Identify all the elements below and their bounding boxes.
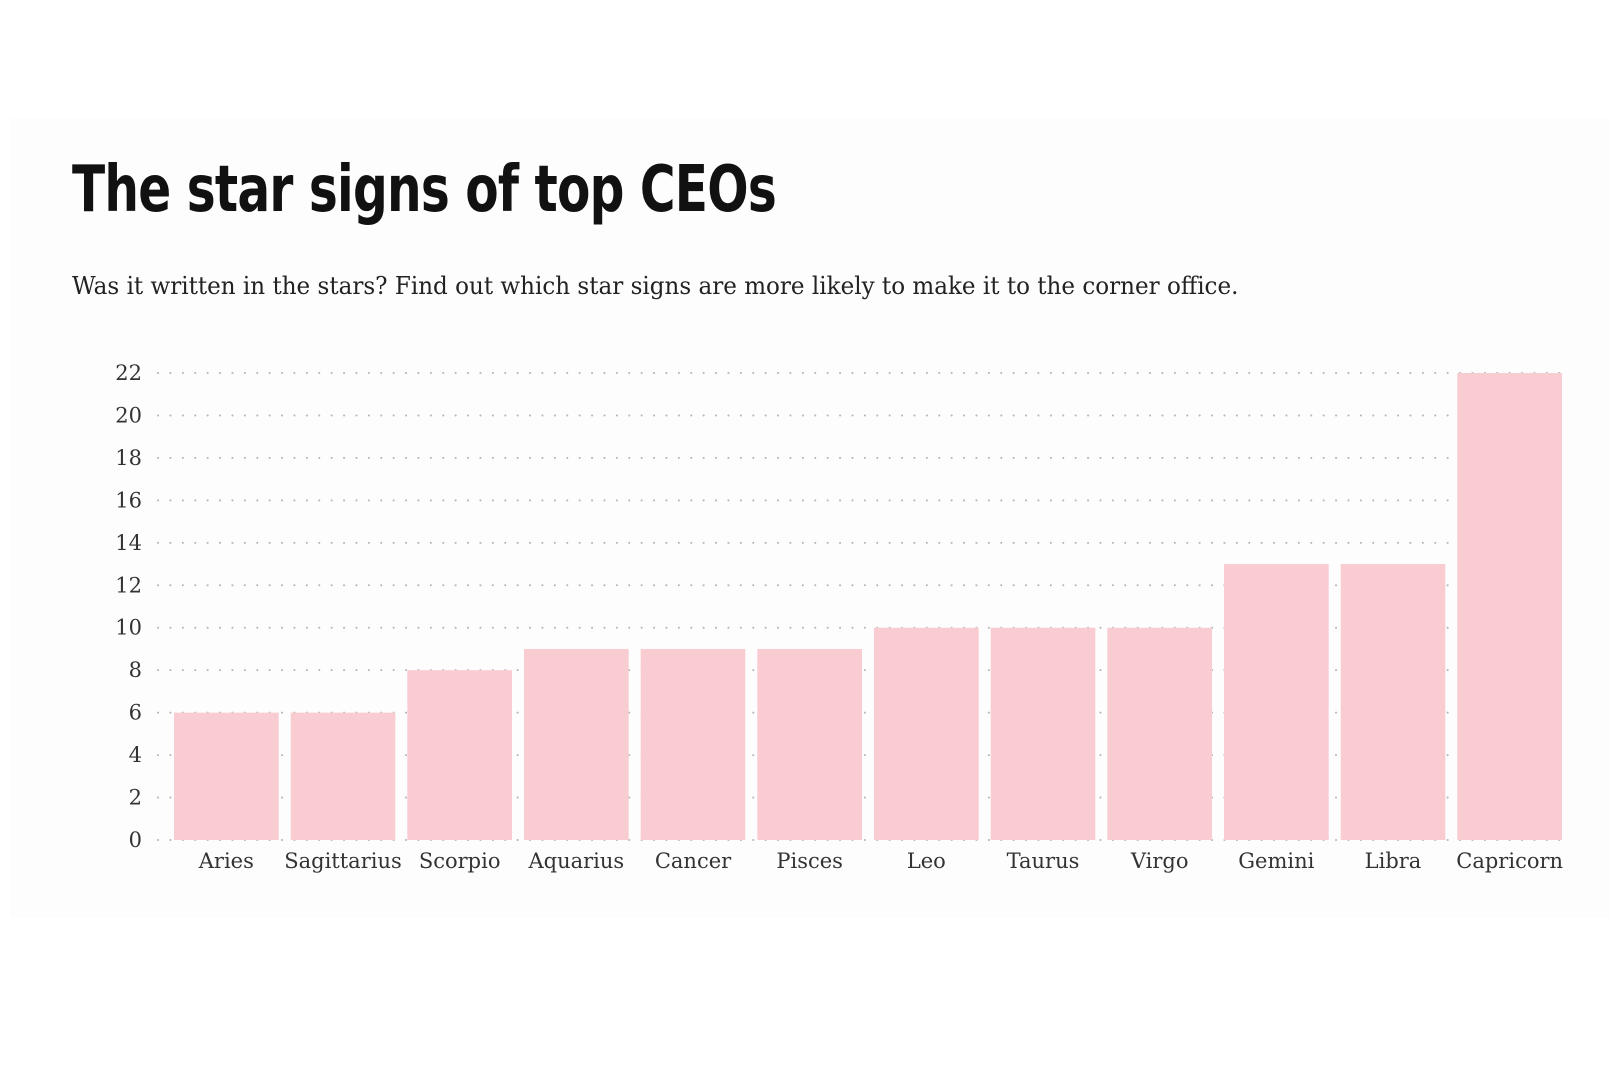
bar-libra — [1340, 564, 1446, 840]
bar-aquarius — [524, 648, 629, 840]
bar-scorpio — [407, 670, 512, 840]
x-tick-label-virgo: Virgo — [1130, 849, 1189, 873]
x-tick-label-leo: Leo — [907, 849, 946, 873]
bar-cancer — [640, 648, 746, 840]
x-tick-label-libra: Libra — [1365, 849, 1422, 873]
y-tick-label-16: 16 — [115, 488, 142, 512]
bar-gemini — [1224, 564, 1329, 840]
bar-capricorn — [1457, 373, 1562, 840]
x-tick-label-aries: Aries — [198, 849, 254, 873]
y-tick-label-20: 20 — [115, 403, 142, 427]
bar-taurus — [990, 627, 1096, 840]
x-tick-label-gemini: Gemini — [1238, 849, 1314, 873]
y-tick-label-6: 6 — [129, 701, 142, 725]
y-tick-label-22: 22 — [115, 361, 142, 385]
bar-pisces — [757, 648, 862, 840]
y-axis-ticks: 0 2 4 6 8 10 12 14 16 18 20 22 — [115, 361, 142, 852]
x-tick-label-sagittarius: Sagittarius — [284, 849, 402, 873]
y-tick-label-10: 10 — [115, 616, 142, 640]
chart-title: The star signs of top CEOs — [72, 153, 777, 227]
bar-sagittarius — [290, 712, 396, 840]
chart-subtitle: Was it written in the stars? Find out wh… — [72, 272, 1239, 300]
bar-leo — [874, 627, 979, 840]
x-tick-label-aquarius: Aquarius — [527, 849, 624, 873]
x-tick-label-pisces: Pisces — [776, 849, 843, 873]
x-axis-labels: Aries Sagittarius Scorpio Aquarius Cancer Pis… — [198, 849, 1563, 873]
bar-aries — [174, 712, 279, 840]
y-tick-label-2: 2 — [129, 786, 142, 810]
x-tick-label-scorpio: Scorpio — [419, 849, 501, 873]
y-tick-label-0: 0 — [129, 828, 142, 852]
bar-virgo — [1107, 627, 1212, 840]
x-tick-label-capricorn: Capricorn — [1456, 849, 1563, 873]
x-tick-label-cancer: Cancer — [655, 849, 732, 873]
y-tick-label-18: 18 — [115, 446, 142, 470]
x-tick-label-taurus: Taurus — [1007, 849, 1080, 873]
y-tick-label-8: 8 — [129, 658, 142, 682]
y-tick-label-12: 12 — [115, 573, 142, 597]
y-tick-label-4: 4 — [129, 743, 142, 767]
y-tick-label-14: 14 — [115, 531, 142, 555]
bars — [174, 373, 1562, 840]
